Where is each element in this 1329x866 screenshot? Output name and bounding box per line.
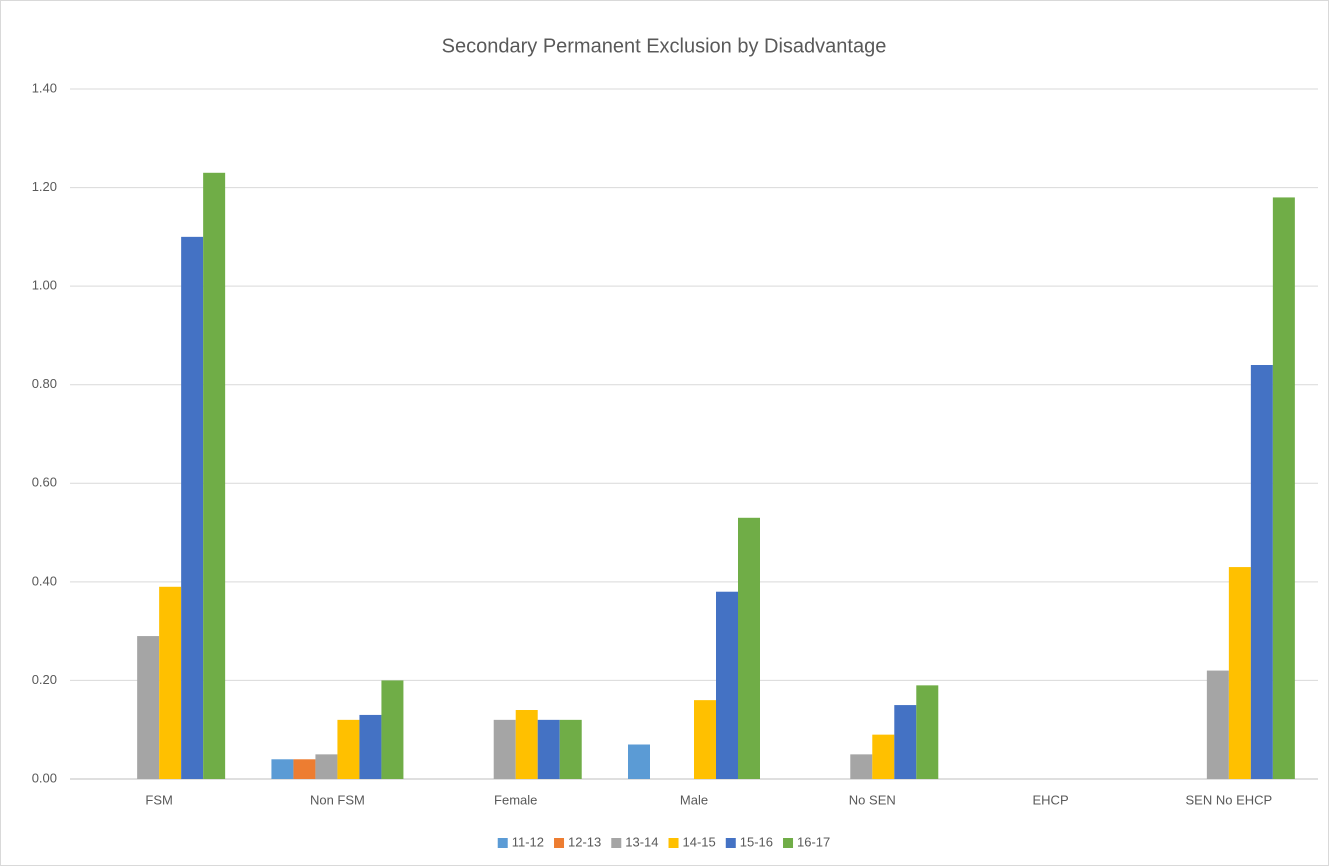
bar (381, 680, 404, 779)
bar (1206, 670, 1229, 779)
bar (359, 714, 382, 779)
legend-label: 13-14 (625, 834, 658, 849)
bar (137, 636, 160, 779)
bar (628, 744, 650, 779)
legend-swatch (554, 838, 565, 848)
bar (181, 236, 204, 779)
bar (293, 759, 316, 779)
y-tick-label: 0.60 (32, 475, 57, 490)
bar (916, 685, 939, 779)
legend-swatch (783, 838, 794, 848)
legend-label: 11-12 (512, 834, 544, 849)
chart-title: Secondary Permanent Exclusion by Disadva… (442, 35, 887, 57)
x-tick-label: No SEN (849, 792, 896, 807)
x-tick-label: SEN No EHCP (1186, 792, 1273, 807)
legend-label: 15-16 (740, 834, 773, 849)
x-tick-label: EHCP (1033, 792, 1069, 807)
bar (315, 754, 338, 779)
legend-swatch (497, 838, 508, 848)
x-tick-label: Male (680, 792, 708, 807)
legend-swatch (668, 838, 679, 848)
y-tick-label: 0.40 (32, 573, 57, 588)
x-tick-label: FSM (145, 792, 172, 807)
bar (271, 759, 294, 779)
bar (515, 710, 538, 779)
legend-label: 12-13 (568, 834, 601, 849)
bar (694, 700, 716, 779)
bar (1250, 365, 1273, 779)
x-tick-label: Female (494, 792, 537, 807)
bar (559, 719, 582, 779)
legend-swatch (725, 838, 736, 848)
bar (537, 719, 560, 779)
y-tick-label: 1.20 (32, 179, 57, 194)
bar (159, 586, 182, 779)
bar (337, 719, 360, 779)
bar (738, 517, 760, 779)
y-tick-label: 0.20 (32, 672, 57, 687)
legend-label: 16-17 (797, 834, 830, 849)
legend-swatch (611, 838, 622, 848)
x-tick-label: Non FSM (310, 792, 365, 807)
legend-label: 14-15 (683, 834, 716, 849)
y-tick-label: 0.00 (32, 770, 57, 785)
bar (850, 754, 873, 779)
bar (1272, 197, 1295, 779)
y-tick-label: 1.40 (32, 80, 57, 95)
bar (716, 591, 738, 779)
bar (493, 719, 516, 779)
bar (894, 705, 917, 779)
bar (872, 734, 895, 779)
y-tick-label: 0.80 (32, 376, 57, 391)
bar (203, 172, 226, 780)
bar (1228, 567, 1251, 779)
y-tick-label: 1.00 (32, 278, 57, 293)
